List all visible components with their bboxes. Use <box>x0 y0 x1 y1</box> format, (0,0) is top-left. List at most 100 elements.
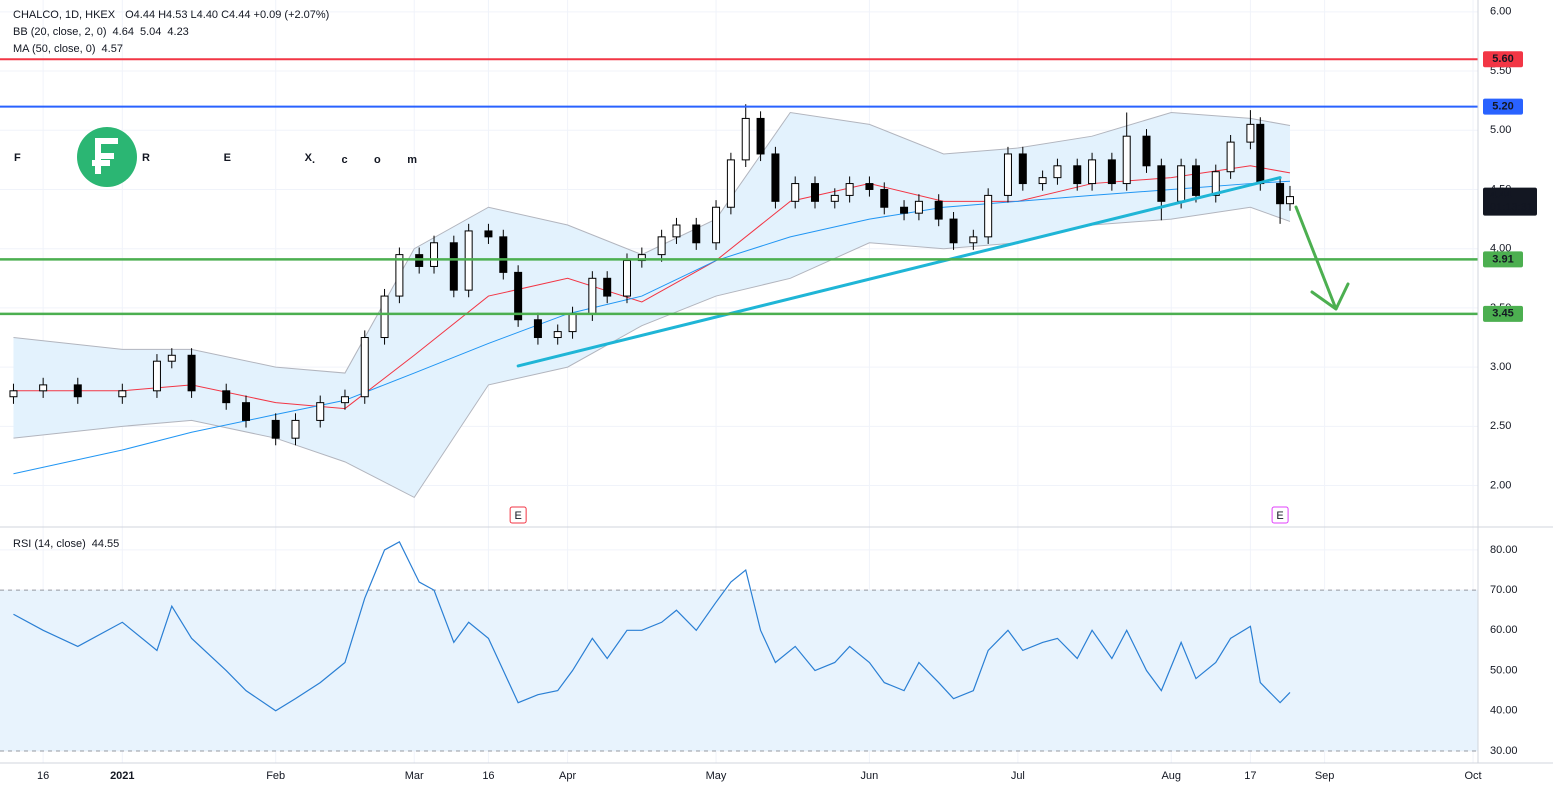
candle-body <box>430 242 439 267</box>
candle-body <box>73 384 82 398</box>
candle-body <box>1073 165 1082 185</box>
rsi-title: RSI (14, close) <box>13 538 86 550</box>
candle-body <box>533 319 542 339</box>
arrow-annotation <box>1294 205 1350 311</box>
candle-body <box>9 390 18 398</box>
last-price-tag <box>1483 187 1537 216</box>
candle-body <box>845 183 854 196</box>
y-tick-label: 30.00 <box>1490 745 1518 757</box>
candle-body <box>949 218 958 244</box>
candle-body <box>1177 165 1186 202</box>
candle-body <box>1256 123 1265 185</box>
x-tick-label: Oct <box>1464 770 1481 782</box>
candle-body <box>672 224 681 238</box>
candle-body <box>811 183 820 202</box>
y-tick-label: 50.00 <box>1490 664 1518 676</box>
candle-body <box>657 236 666 256</box>
indicator-readout: 4.57 <box>102 43 123 55</box>
x-tick-label: 2021 <box>110 770 134 782</box>
candle-body <box>316 402 325 421</box>
candle-body <box>771 153 780 202</box>
candle-body <box>1122 135 1131 185</box>
candle-body <box>152 360 161 392</box>
candle-body <box>514 271 523 321</box>
y-tick-label: 3.00 <box>1490 361 1511 373</box>
y-tick-label: 5.50 <box>1490 65 1511 77</box>
candle-body <box>499 236 508 273</box>
last-price-label: 4.44 <box>1490 189 1512 201</box>
x-tick-label: Sep <box>1315 770 1335 782</box>
logo-o-mark <box>92 138 118 174</box>
candle-body <box>1003 153 1012 196</box>
x-tick-label: Aug <box>1161 770 1181 782</box>
event-label: E <box>514 510 521 522</box>
candle-body <box>39 384 48 392</box>
rsi-line <box>13 541 1291 712</box>
candle-body <box>1107 159 1116 185</box>
y-tick-label: 2.00 <box>1490 479 1511 491</box>
candle-body <box>1211 171 1220 196</box>
x-tick-label: Jul <box>1011 770 1025 782</box>
indicator-readout: 4.64 <box>113 26 134 38</box>
y-tick-label: 2.50 <box>1490 420 1511 432</box>
x-tick-label: Jun <box>861 770 879 782</box>
level-tag-label: 3.91 <box>1492 253 1513 265</box>
x-tick-label: May <box>706 770 727 782</box>
candle-body <box>1038 177 1047 185</box>
candle-body <box>167 354 176 362</box>
candle-body <box>1088 159 1097 185</box>
candle-body <box>741 117 750 161</box>
candle-body <box>1018 153 1027 185</box>
level-tag-label: 3.45 <box>1492 308 1513 320</box>
event-label: E <box>1276 510 1283 522</box>
candle-body <box>914 200 923 214</box>
candle-body <box>271 419 280 439</box>
level-tag-label: 5.20 <box>1492 100 1513 112</box>
candle-body <box>1191 165 1200 196</box>
level-tag <box>1483 305 1523 322</box>
candle-body <box>865 183 874 190</box>
x-tick-label: 16 <box>37 770 49 782</box>
rsi-band <box>0 590 1478 751</box>
countdown-label: 01:13:31 <box>1490 201 1533 213</box>
candle-body <box>118 390 127 398</box>
candle-body <box>622 260 631 297</box>
candle-body <box>588 277 597 315</box>
candle-body <box>880 188 889 208</box>
x-tick-label: Feb <box>266 770 285 782</box>
x-tick-label: Mar <box>405 770 424 782</box>
indicator-readout: 4.23 <box>167 26 188 38</box>
candle-body <box>1157 165 1166 202</box>
x-tick-label: 17 <box>1244 770 1256 782</box>
y-tick-label: 80.00 <box>1490 544 1518 556</box>
event-marker <box>509 506 527 524</box>
bb-band <box>13 112 1290 498</box>
indicator-name: MA (50, close, 0) <box>13 43 96 55</box>
candle-body <box>726 159 735 208</box>
candle-body <box>222 390 231 404</box>
symbol-label: CHALCO, 1D, HKEX <box>13 9 116 21</box>
candle-body <box>568 313 577 333</box>
candle-body <box>1226 141 1235 173</box>
candle-body <box>380 295 389 339</box>
candle-body <box>1053 165 1062 179</box>
y-tick-label: 70.00 <box>1490 584 1518 596</box>
candle-body <box>291 419 300 439</box>
candle-body <box>1142 135 1151 167</box>
y-tick-label: 6.00 <box>1490 6 1511 18</box>
level-tag-label: 5.60 <box>1492 53 1513 65</box>
y-tick-label: 40.00 <box>1490 705 1518 717</box>
candle-body <box>187 354 196 392</box>
candle-body <box>1246 123 1255 143</box>
y-tick-label: 60.00 <box>1490 624 1518 636</box>
level-tag <box>1483 98 1523 115</box>
candle-body <box>553 331 562 339</box>
candle-body <box>830 194 839 202</box>
overlay-line <box>13 206 1291 499</box>
x-tick-label: 16 <box>482 770 494 782</box>
level-tag <box>1483 251 1523 268</box>
candle-body <box>603 277 612 297</box>
candle-body <box>1276 183 1285 205</box>
